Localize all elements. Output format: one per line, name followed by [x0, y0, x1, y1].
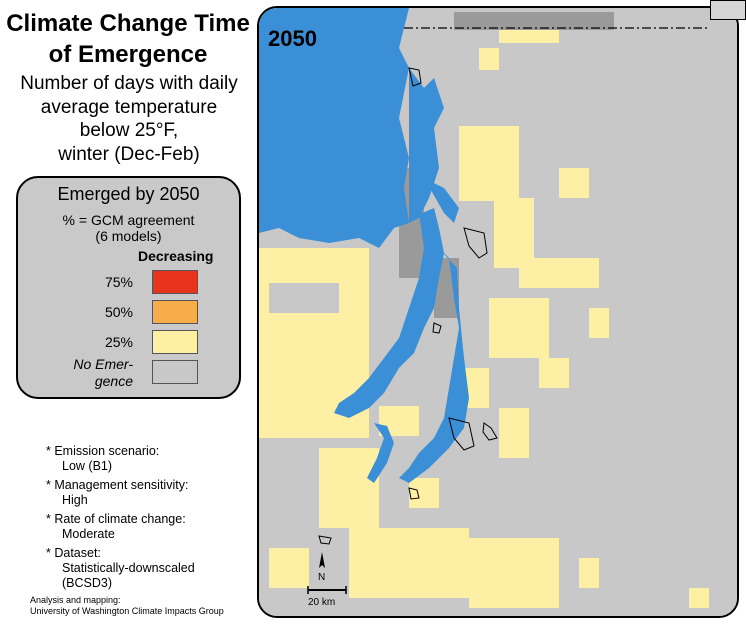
- water-body: [259, 8, 469, 483]
- scale-bar: [307, 552, 347, 594]
- legend-item-50: 50%: [18, 300, 239, 326]
- note-value-line-1: Statistically-downscaled: [62, 561, 195, 575]
- credit-line-1: Analysis and mapping:: [30, 595, 121, 605]
- legend-item-label: 50%: [104, 304, 133, 320]
- map-panel: [257, 6, 739, 618]
- scenario-notes: * Emission scenario: Low (B1) * Manageme…: [46, 444, 195, 595]
- note-value: High: [62, 493, 88, 507]
- legend-title: Emerged by 2050: [57, 184, 200, 204]
- subtitle-line-1: Number of days with daily: [20, 73, 238, 94]
- legend-item-25: 25%: [18, 330, 239, 356]
- subtitle-line-4: winter (Dec-Feb): [58, 143, 200, 165]
- note-label: Emission scenario:: [54, 444, 160, 458]
- subtitle-line-3: below 25°F,: [79, 120, 179, 141]
- legend-item-label-line-2: gence: [94, 373, 133, 389]
- credit-line-2: University of Washington Climate Impacts…: [30, 605, 224, 616]
- map-subtitle: Number of days with daily average temper…: [0, 72, 258, 166]
- note-value: Low (B1): [62, 459, 113, 473]
- legend-item-label: 25%: [104, 334, 133, 350]
- legend-subtitle-line-1: % = GCM agreement: [62, 212, 195, 228]
- note-management-sensitivity: * Management sensitivity: High: [46, 478, 195, 508]
- boundary-outlines: [318, 67, 498, 545]
- map-year-label: 2050: [268, 26, 317, 51]
- north-label: N: [318, 572, 326, 583]
- note-label: Management sensitivity:: [54, 478, 189, 492]
- note-value: Moderate: [62, 527, 115, 541]
- subtitle-line-2: average temperature: [40, 96, 218, 118]
- legend-subtitle: % = GCM agreement (6 models): [18, 212, 239, 244]
- inset-box: [710, 0, 746, 20]
- legend-swatch-50: [152, 300, 198, 324]
- map-svg: [259, 8, 737, 616]
- legend-item-no-emergence: No Emer- gence: [18, 356, 239, 389]
- map-title-text: Climate Change Time of Emergence: [6, 10, 250, 68]
- legend-subtitle-line-2: (6 models): [95, 228, 162, 244]
- note-dataset: * Dataset: Statistically-downscaled (BCS…: [46, 546, 195, 590]
- legend-column-header: Decreasing: [138, 248, 214, 264]
- legend-swatch-no-emergence: [152, 360, 198, 384]
- legend-item-label: No Emer- gence: [73, 356, 133, 390]
- note-value-line-2: (BCSD3): [62, 576, 113, 590]
- credit: Analysis and mapping: University of Wash…: [30, 595, 224, 616]
- map-title: Climate Change Time of Emergence: [0, 8, 256, 70]
- legend-swatch-25: [152, 330, 198, 354]
- legend-item-label-line-1: No Emer-: [73, 356, 133, 372]
- north-arrow-icon: [319, 552, 325, 568]
- legend-panel: Emerged by 2050 % = GCM agreement (6 mod…: [16, 176, 241, 399]
- emerged-25-cells: [259, 18, 709, 608]
- legend-swatch-75: [152, 270, 198, 294]
- note-label: Rate of climate change:: [54, 512, 186, 526]
- legend-item-label: 75%: [104, 274, 133, 290]
- legend-item-75: 75%: [18, 270, 239, 296]
- note-rate-of-change: * Rate of climate change: Moderate: [46, 512, 195, 542]
- note-label: Dataset:: [54, 546, 101, 560]
- note-emission-scenario: * Emission scenario: Low (B1): [46, 444, 195, 474]
- scale-label: 20 km: [308, 597, 336, 608]
